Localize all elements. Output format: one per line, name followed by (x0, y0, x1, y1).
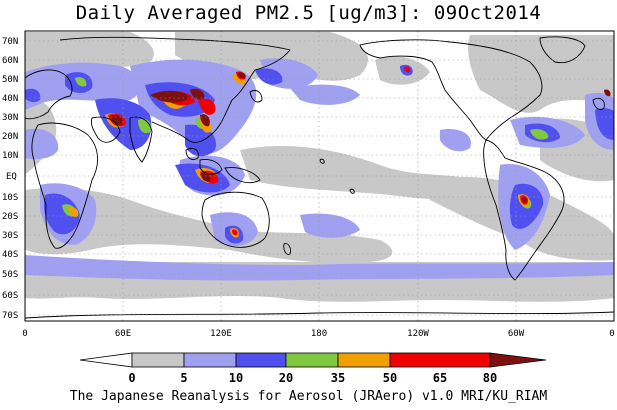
lat-label: 50N (2, 75, 18, 85)
lon-label: 0 (22, 329, 27, 339)
colorbar-segment-0 (79, 352, 133, 368)
map-frame (24, 30, 615, 322)
lat-label: 60S (2, 291, 18, 301)
lon-label: 180 (311, 329, 327, 339)
lon-label: 120E (210, 329, 232, 339)
footer-credit: The Japanese Reanalysis for Aerosol (JRA… (69, 389, 548, 404)
colorbar (79, 352, 547, 368)
colorbar-segment-2 (183, 352, 237, 368)
colorbar-label: 5 (180, 371, 187, 385)
colorbar-label: 20 (279, 371, 293, 385)
colorbar-segment-7 (489, 352, 547, 368)
lat-label: EQ (6, 172, 17, 182)
lat-label: 70S (2, 311, 18, 321)
colorbar-label: 10 (229, 371, 243, 385)
colorbar-segment-5 (337, 352, 391, 368)
lat-label: 50S (2, 270, 18, 280)
lon-label: 60E (115, 329, 131, 339)
lat-label: 60N (2, 56, 18, 66)
colorbar-segment-3 (235, 352, 287, 368)
lat-label: 30N (2, 113, 18, 123)
lat-label: 70N (2, 37, 18, 47)
lat-label: 30S (2, 231, 18, 241)
map-title: Daily Averaged PM2.5 [ug/m3]: 09Oct2014 (75, 2, 542, 24)
colorbar-segment-1 (131, 352, 185, 368)
colorbar-segment-4 (285, 352, 339, 368)
lon-label: 120W (407, 329, 429, 339)
lon-label: 0 (609, 329, 614, 339)
lat-labels: 70N 60N 50N 40N 30N 20N 10N EQ 10S 20S 3… (2, 37, 18, 321)
lat-label: 40N (2, 94, 18, 104)
colorbar-labels: 0 5 10 20 35 50 65 80 (128, 371, 497, 385)
lon-label: 60W (508, 329, 525, 339)
colorbar-label: 0 (128, 371, 135, 385)
colorbar-label: 50 (383, 371, 397, 385)
band-dark-red (110, 72, 611, 203)
lat-label: 10N (2, 151, 18, 161)
lat-label: 20N (2, 132, 18, 142)
colorbar-label: 65 (433, 371, 447, 385)
lat-label: 20S (2, 212, 18, 222)
colorbar-label: 35 (331, 371, 345, 385)
lat-label: 40S (2, 250, 18, 260)
colorbar-segment-6 (389, 352, 491, 368)
concentration-field (25, 32, 614, 302)
lon-labels: 0 60E 120E 180 120W 60W 0 (22, 329, 614, 339)
colorbar-label: 80 (483, 371, 497, 385)
grid-lines (25, 31, 614, 321)
lat-label: 10S (2, 193, 18, 203)
